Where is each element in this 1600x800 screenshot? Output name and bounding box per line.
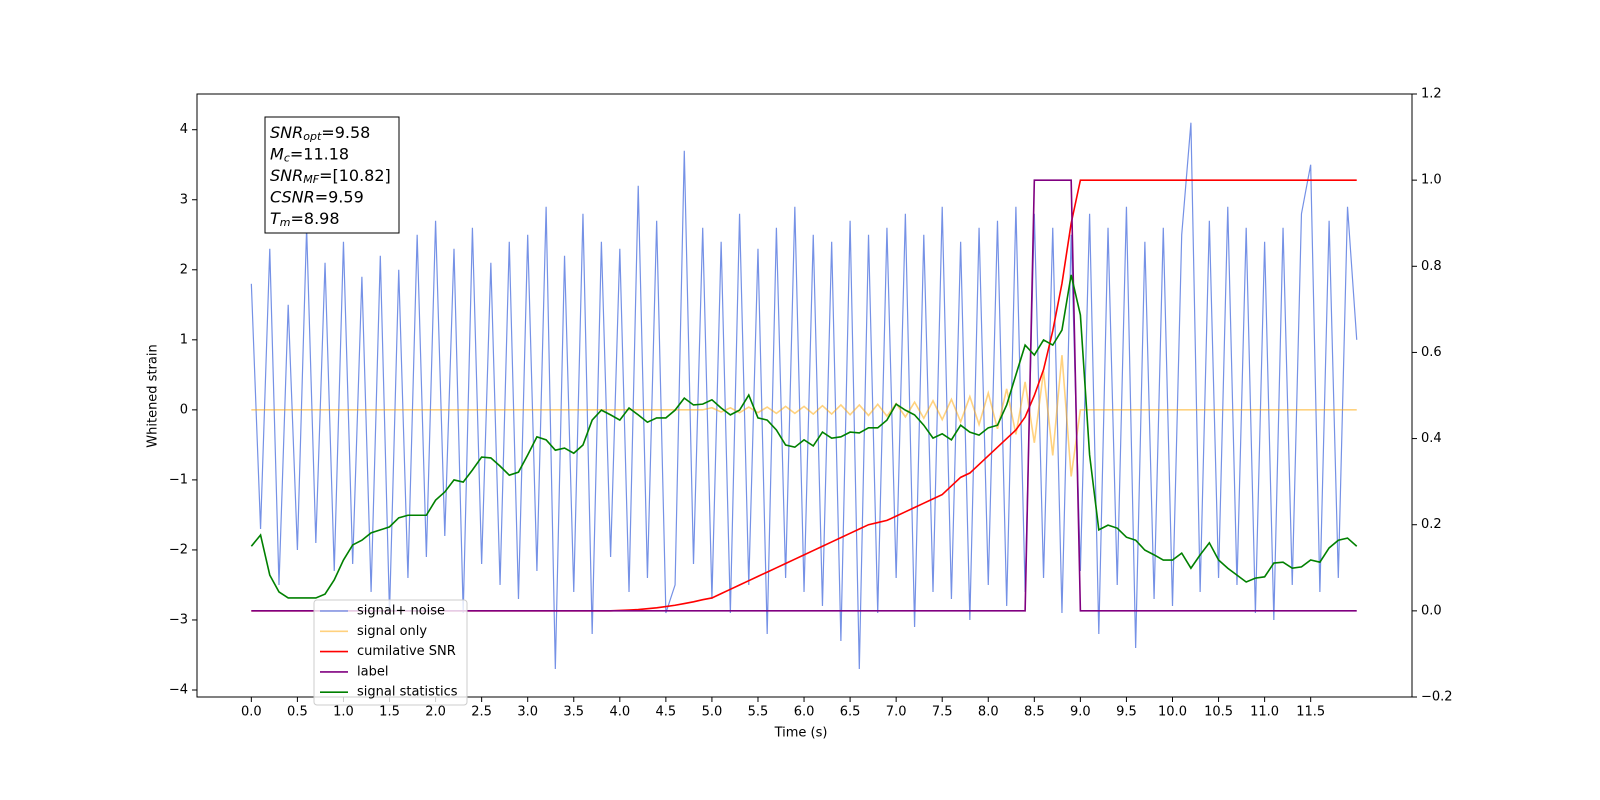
- x-tick-label: 3.5: [563, 705, 584, 720]
- annotation-line: SNRopt=9.58: [270, 123, 370, 144]
- x-tick-label: 8.0: [978, 705, 999, 720]
- annotation-rest: =11.18: [290, 144, 349, 163]
- y2-tick-label: 1.2: [1421, 87, 1442, 102]
- series-line: [250, 122, 1358, 670]
- annotation-line: Tm=8.98: [270, 209, 340, 230]
- annotation-base: CSNR: [270, 187, 315, 206]
- x-tick-label: 7.5: [932, 705, 953, 720]
- y-tick-label: 1: [180, 332, 188, 347]
- legend-label: signal+ noise: [357, 604, 445, 619]
- y-tick-label: 4: [180, 122, 188, 137]
- x-tick-label: 1.5: [379, 705, 400, 720]
- annotation-base: M: [270, 144, 284, 163]
- y-tick-label: 2: [180, 262, 188, 277]
- x-tick-label: 2.5: [471, 705, 492, 720]
- y-tick-label: 3: [180, 192, 188, 207]
- annotation-rest: =[10.82]: [319, 166, 391, 185]
- annotation-line: CSNR=9.59: [270, 187, 364, 206]
- x-tick-label: 11.0: [1250, 705, 1279, 720]
- y2-tick-label: 0.8: [1421, 259, 1442, 274]
- series-line: [250, 274, 1358, 599]
- annotation-line: SNRMF=[10.82]: [270, 166, 391, 187]
- x-tick-label: 10.5: [1204, 705, 1233, 720]
- legend-label: signal statistics: [357, 685, 458, 700]
- legend-label: cumilative SNR: [357, 644, 456, 659]
- x-tick-label: 6.0: [794, 705, 815, 720]
- x-tick-label: 0.0: [241, 705, 262, 720]
- x-tick-label: 0.5: [287, 705, 308, 720]
- x-tick-label: 9.0: [1070, 705, 1091, 720]
- x-tick-label: 10.0: [1158, 705, 1187, 720]
- annotation-frame: [264, 116, 400, 234]
- annotation-sub: opt: [303, 130, 322, 143]
- y-tick-label: −2: [169, 542, 188, 557]
- y2-tick-label: 0.4: [1421, 431, 1442, 446]
- annotation-rest: =9.58: [321, 123, 370, 142]
- annotation-sub: MF: [303, 173, 319, 186]
- annotation-base: T: [270, 209, 281, 228]
- x-tick-label: 6.5: [840, 705, 861, 720]
- annotation-rest: =8.98: [291, 209, 340, 228]
- legend: signal+ noise signal only cumilative SNR la…: [313, 599, 468, 706]
- x-tick-label: 5.0: [702, 705, 723, 720]
- x-tick-label: 8.5: [1024, 705, 1045, 720]
- legend-label: label: [357, 664, 388, 679]
- x-tick-label: 2.0: [425, 705, 446, 720]
- legend-frame: [313, 599, 468, 706]
- x-axis-label: Time (s): [774, 726, 828, 741]
- y2-tick-label: 1.0: [1421, 173, 1442, 188]
- annotation-rest: =9.59: [315, 187, 364, 206]
- x-tick-label: 11.5: [1296, 705, 1325, 720]
- x-tick-label: 7.0: [886, 705, 907, 720]
- y-tick-label: −3: [169, 612, 188, 627]
- x-tick-label: 9.5: [1116, 705, 1137, 720]
- x-tick-label: 4.0: [609, 705, 630, 720]
- annotation-sub: m: [280, 216, 291, 229]
- y-tick-label: 0: [180, 402, 188, 417]
- series-line: [251, 355, 1357, 477]
- x-tick-label: 5.5: [748, 705, 769, 720]
- legend-label: signal only: [357, 624, 427, 639]
- annotation-box: SNRopt=9.58Mc=11.18SNRMF=[10.82]CSNR=9.5…: [264, 116, 400, 234]
- y-tick-label: −1: [169, 472, 188, 487]
- y2-tick-label: −0.2: [1421, 690, 1453, 705]
- annotation-line: Mc=11.18: [270, 144, 349, 165]
- y2-tick-label: 0.2: [1421, 517, 1442, 532]
- x-tick-label: 3.0: [517, 705, 538, 720]
- x-tick-label: 1.0: [333, 705, 354, 720]
- y2-tick-label: 0.6: [1421, 345, 1442, 360]
- annotation-base: SNR: [270, 166, 303, 185]
- y-tick-label: −4: [169, 682, 188, 697]
- annotation-base: SNR: [270, 123, 303, 142]
- x-tick-label: 4.5: [656, 705, 677, 720]
- y-axis-label: Whitened strain: [146, 344, 161, 447]
- annotation-sub: c: [284, 152, 290, 165]
- y2-tick-label: 0.0: [1421, 603, 1442, 618]
